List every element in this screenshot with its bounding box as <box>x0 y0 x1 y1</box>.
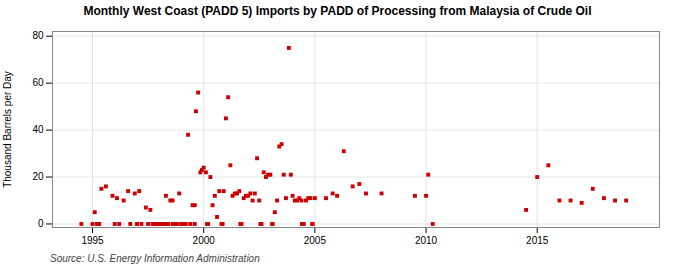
html-text:Monthly West Coast (PADD 5) Im: Monthly West Coast (PADD 5) Imports by P… <box>83 4 592 18</box>
svg-text:2005: 2005 <box>304 235 327 246</box>
svg-text:1995: 1995 <box>81 235 104 246</box>
svg-text:80: 80 <box>32 30 44 41</box>
svg-text:40: 40 <box>32 124 44 135</box>
svg-text:2000: 2000 <box>193 235 216 246</box>
html-text:Source: U.S. Energy Informatio: Source: U.S. Energy Information Administ… <box>50 253 260 264</box>
svg-text:60: 60 <box>32 77 44 88</box>
svg-text:0: 0 <box>38 218 44 229</box>
svg-text:20: 20 <box>32 171 44 182</box>
svg-text:2015: 2015 <box>526 235 549 246</box>
svg-text:2010: 2010 <box>415 235 438 246</box>
svg-text:Thousand Barrels per Day: Thousand Barrels per Day <box>2 71 13 188</box>
